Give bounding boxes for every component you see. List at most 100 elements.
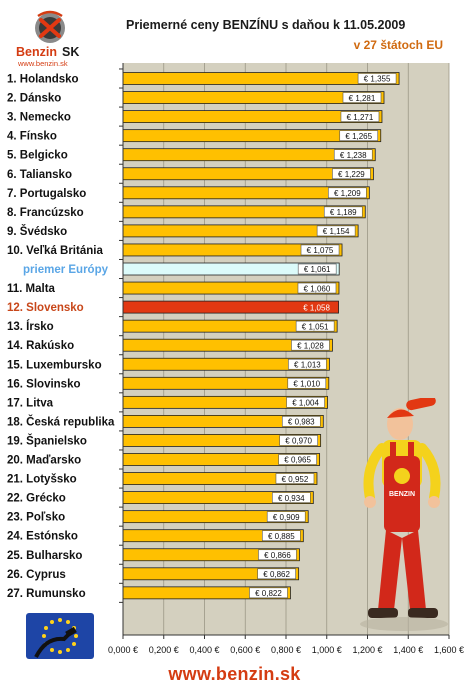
x-tick-label: 1,000 € [312,645,342,655]
x-tick-label: 0,000 € [108,645,138,655]
x-axis: 0,000 € 0,200 € 0,400 € 0,600 € 0,800 € 1,000… [108,63,464,655]
value-label: € 1,058 [303,303,330,312]
value-label: € 1,281 [349,94,376,103]
bar [122,72,400,85]
category-label: 10. Veľká Británia [7,245,103,257]
value-label: € 0,885 [268,532,295,541]
value-label: € 1,238 [340,151,367,160]
chart-title: Priemerné ceny BENZÍNU s daňou k 11.05.2… [126,18,406,32]
value-label-box [288,358,327,370]
value-label-box [333,149,373,160]
value-label-box [357,73,397,84]
value-label: € 1,060 [304,284,331,293]
category-label: 21. Lotyšsko [7,474,77,486]
value-label-box [332,168,371,180]
category-label: 1. Holandsko [7,74,79,86]
x-tick-label: 0,200 € [149,645,179,655]
chart-subtitle: v 27 štátoch EU [353,38,443,52]
value-label-box [258,549,297,561]
value-label-box [300,244,340,256]
value-label: € 1,028 [297,341,324,350]
value-label: € 1,154 [323,227,350,236]
value-label: € 0,952 [282,475,309,484]
category-label: priemer Európy [23,264,109,276]
value-label: € 1,209 [334,189,361,198]
value-label-box [249,587,288,599]
logo-url: www.benzin.sk [17,59,68,68]
category-label: 15. Luxembursko [7,359,102,371]
value-label-box [316,225,356,237]
category-label: 20. Maďarsko [7,455,81,467]
value-label-box [262,530,301,542]
value-label-box [291,339,330,351]
x-tick-label: 1,200 € [352,645,382,655]
footer-url: www.benzin.sk [168,664,301,684]
value-label-box [323,206,363,218]
x-tick-label: 0,600 € [230,645,260,655]
value-label: € 1,355 [364,75,391,84]
category-label: 2. Dánsko [7,93,61,105]
mascot-illustration: BENZIN [354,395,458,638]
x-tick-label: 1,400 € [393,645,423,655]
category-label: 16. Slovinsko [7,378,81,390]
value-label: € 1,075 [307,246,334,255]
value-label-box [339,130,379,141]
benzin-logo: Benzin SK www.benzin.sk [14,10,86,68]
value-label-box [295,320,335,332]
value-label-box [328,187,367,199]
value-label: € 1,051 [302,322,329,331]
value-label-box [287,377,327,389]
value-label-box [272,492,311,503]
category-label: 13. Írsko [7,320,54,333]
mascot-overalls-text: BENZIN [389,491,415,498]
category-label: 14. Rakúsko [7,340,74,352]
category-label: 27. Rumunsko [7,588,86,600]
value-label: € 0,965 [284,456,311,465]
category-label: 7. Portugalsko [7,188,86,200]
value-label-box [286,397,325,408]
value-label: € 0,970 [285,437,312,446]
x-tick-label: 1,600 € [434,645,464,655]
value-label: € 1,013 [294,360,321,369]
eu-flag-pump-icon [26,613,94,659]
category-label: 22. Grécko [7,493,66,505]
category-label: 9. Švédsko [7,225,67,238]
category-label: 23. Poľsko [7,512,65,524]
category-labels: 1. Holandsko 2. Dánsko 3. Nemecko 4. Fínsko… [7,74,115,600]
logo-text-suffix: SK [62,45,79,59]
category-label: 11. Malta [7,283,56,295]
category-label: 8. Francúzsko [7,207,84,219]
value-label: € 0,866 [264,551,291,560]
value-label-box [281,416,321,427]
value-label-box [266,511,306,522]
value-label: € 1,061 [304,265,331,274]
value-label: € 0,909 [273,513,300,522]
category-label: 5. Belgicko [7,150,68,162]
value-label-box [278,454,317,465]
logo-text-main: Benzin [16,45,57,59]
value-label-box [297,263,337,275]
value-label-box [297,282,337,294]
category-label: 4. Fínsko [7,131,57,143]
value-label-box [275,473,315,484]
category-label: 6. Taliansko [7,169,72,181]
value-label: € 1,010 [293,380,320,389]
value-label-box [257,568,296,580]
category-label: 25. Bulharsko [7,550,82,562]
category-label: 12. Slovensko [7,302,84,314]
category-label: 24. Estónsko [7,531,78,543]
value-label-box [279,435,318,446]
value-label: € 1,189 [330,208,357,217]
value-label-box [340,111,380,122]
category-label: 26. Cyprus [7,569,66,581]
value-label: € 0,934 [278,494,305,503]
category-label: 18. Česká republika [7,415,115,428]
category-label: 17. Litva [7,397,54,409]
value-label-box [297,302,336,313]
value-label: € 0,983 [288,418,315,427]
x-tick-label: 0,800 € [271,645,301,655]
value-label: € 0,822 [255,589,282,598]
value-label: € 0,862 [263,570,290,579]
value-label: € 1,265 [345,132,372,141]
